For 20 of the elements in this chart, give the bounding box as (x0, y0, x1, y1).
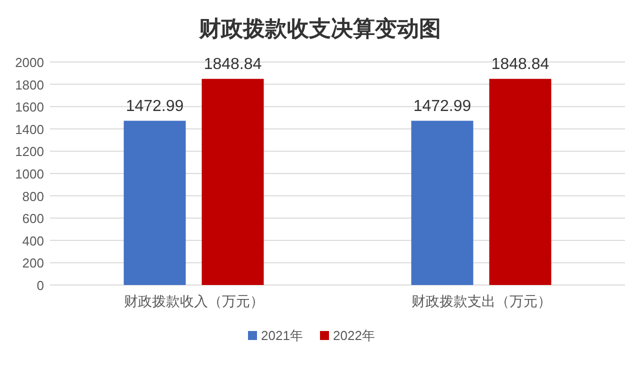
data-label: 1848.84 (204, 56, 262, 73)
y-tick-label: 2000 (15, 55, 44, 70)
y-tick-label: 200 (22, 256, 44, 271)
y-tick-label: 1800 (15, 77, 44, 92)
y-tick-label: 1600 (15, 100, 44, 115)
x-tick-label: 财政拨款收入（万元） (124, 294, 264, 310)
y-tick-label: 400 (22, 233, 44, 248)
data-label: 1472.99 (413, 98, 472, 115)
chart-title: 财政拨款收支决算变动图 (198, 16, 441, 41)
y-tick-label: 0 (36, 278, 44, 293)
y-tick-label: 800 (22, 188, 44, 204)
y-tick-label: 1200 (15, 144, 44, 160)
y-tick-label: 600 (22, 211, 44, 226)
data-label: 1848.84 (491, 56, 550, 73)
y-tick-label: 1400 (15, 122, 44, 137)
data-label: 1472.99 (126, 98, 184, 115)
x-tick-label: 财政拨款支出（万元） (411, 294, 552, 310)
legend-label: 2022年 (333, 328, 375, 343)
y-tick-label: 1000 (15, 166, 44, 182)
legend-label: 2021年 (261, 328, 303, 343)
